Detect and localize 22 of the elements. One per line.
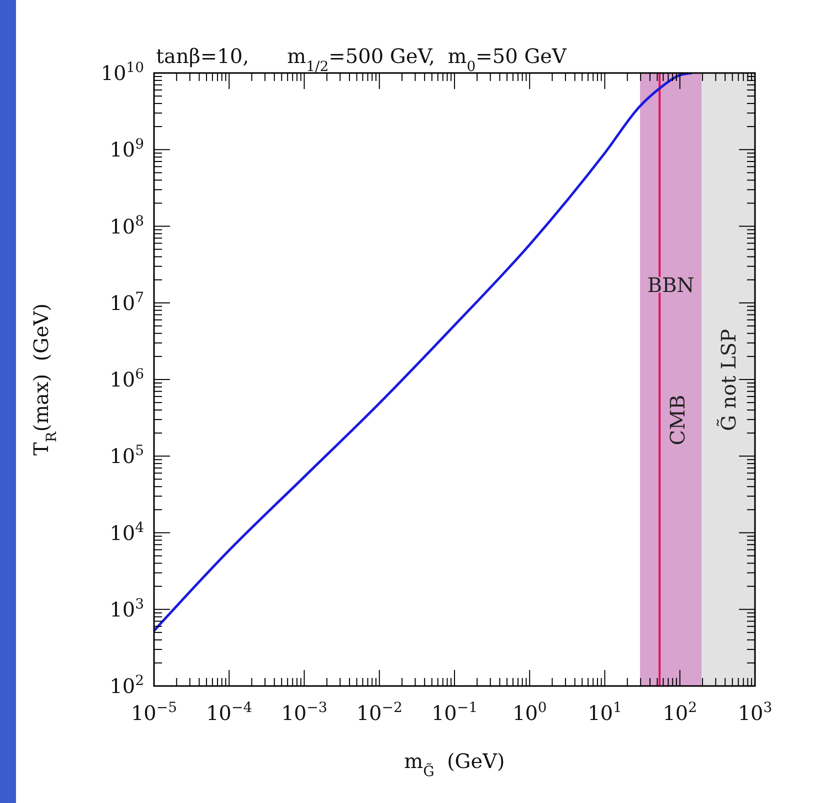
y-tick-label: 10$^{8}$ xyxy=(110,213,144,238)
x-tick-label: 10$^{2}$ xyxy=(662,700,698,725)
ref-line-label: CMB xyxy=(666,394,690,446)
y-tick-label: 10$^{2}$ xyxy=(110,673,144,698)
x-tick-label: 10$^{1}$ xyxy=(588,700,622,725)
x-tick-label: 10$^{−1}$ xyxy=(431,700,478,725)
x-tick-label: 10$^{3}$ xyxy=(738,700,772,725)
x-tick-label: 10$^{0}$ xyxy=(512,700,547,725)
y-tick-label: 10$^{4}$ xyxy=(110,520,144,545)
y-tick-label: 10$^{3}$ xyxy=(110,596,144,622)
x-tick-label: 10$^{−3}$ xyxy=(281,700,328,725)
x-axis-title: m$_{G̃}$ (GeV) xyxy=(404,749,505,780)
y-tick-label: 10$^{9}$ xyxy=(110,136,144,162)
band-label: G̃ not LSP xyxy=(716,328,740,432)
y-tick-label: 10$^{6}$ xyxy=(110,366,144,392)
x-tick-label: 10$^{−2}$ xyxy=(356,700,402,725)
x-tick-label: 10$^{−4}$ xyxy=(206,700,252,725)
y-tick-label: 10$^{7}$ xyxy=(110,290,144,315)
y-tick-label: 10$^{10}$ xyxy=(100,60,144,85)
y-tick-label: 10$^{5}$ xyxy=(110,443,144,468)
x-tick-label: 10$^{−5}$ xyxy=(130,700,178,725)
chart-title: tanβ=10, m$_{1/2}$=500 GeV, m$_{0}$=50 GeV xyxy=(156,44,567,75)
